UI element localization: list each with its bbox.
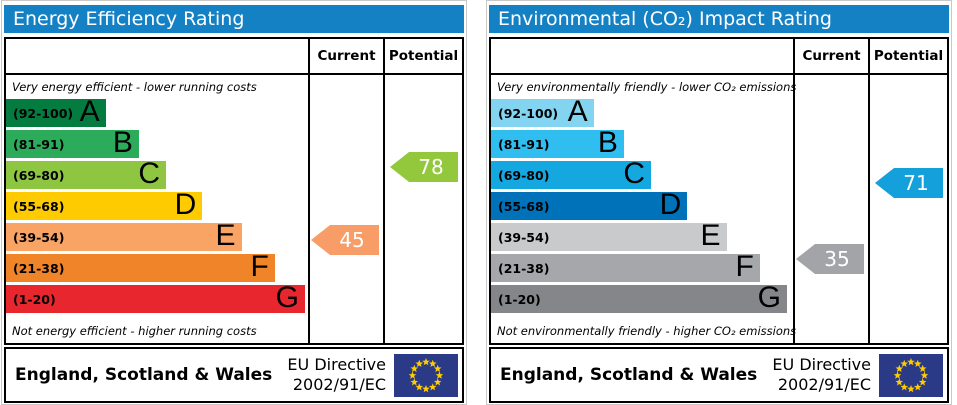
potential-arrow-area: 78 (385, 75, 462, 343)
band-row-f: (21-38) F (491, 250, 760, 283)
band-letter: G (757, 281, 781, 314)
band-range: (92-100) (13, 105, 74, 121)
region-label: England, Scotland & Wales (500, 365, 758, 385)
band-range: (81-91) (498, 136, 550, 152)
band-letter: F (735, 250, 754, 283)
band-letter: D (659, 188, 682, 221)
band-row-b: (81-91) B (6, 126, 139, 159)
band-row-d: (55-68) D (491, 188, 688, 221)
footer: England, Scotland & Wales EU Directive 2… (4, 347, 464, 403)
band-range: (69-80) (498, 167, 550, 183)
current-column: Current 45 (310, 39, 385, 343)
band-letter: D (174, 188, 197, 221)
band-row-e: (39-54) E (6, 219, 242, 252)
band-range: (81-91) (13, 136, 65, 152)
band-letter: G (275, 281, 299, 314)
potential-column: Potential 71 (870, 39, 947, 343)
bottom-caption: Not energy efficient - higher running co… (12, 324, 257, 338)
band-letter: F (250, 250, 269, 283)
bands-column: Very energy efficient - lower running co… (6, 39, 310, 343)
current-column: Current 35 (795, 39, 870, 343)
band-letter: E (215, 219, 236, 252)
band-range: (69-80) (13, 167, 65, 183)
band-range: (92-100) (498, 105, 559, 121)
band-row-d: (55-68) D (6, 188, 203, 221)
bands-area: Very energy efficient - lower running co… (6, 75, 308, 343)
band-row-a: (92-100) A (6, 95, 106, 128)
band-letter: B (597, 126, 618, 159)
current-column-header: Current (310, 39, 383, 75)
bands-column-header (6, 39, 308, 75)
bands-area: Very environmentally friendly - lower CO… (491, 75, 797, 343)
eu-directive-line2: 2002/91/EC (292, 375, 386, 394)
band-range: (1-20) (13, 291, 56, 307)
band-letter: A (79, 95, 100, 128)
region-label: England, Scotland & Wales (15, 365, 273, 385)
band-range: (1-20) (498, 291, 541, 307)
current-arrow-area: 45 (310, 75, 383, 343)
potential-column-header: Potential (870, 39, 947, 75)
band-letter: C (623, 157, 646, 190)
band-row-c: (69-80) C (491, 157, 652, 190)
footer: England, Scotland & Wales EU Directive 2… (489, 347, 949, 403)
top-caption: Very energy efficient - lower running co… (12, 80, 257, 94)
top-caption: Very environmentally friendly - lower CO… (497, 80, 797, 94)
panel-title-energy: Energy Efficiency Rating (4, 5, 464, 33)
energy-rating-table: Very energy efficient - lower running co… (4, 37, 464, 345)
energy-efficiency-panel: Energy Efficiency Rating Very energy eff… (1, 0, 467, 405)
band-row-f: (21-38) F (6, 250, 275, 283)
band-row-e: (39-54) E (491, 219, 727, 252)
band-row-b: (81-91) B (491, 126, 624, 159)
panel-title-co2: Environmental (CO₂) Impact Rating (489, 5, 949, 33)
potential-rating-arrow: 71 (875, 168, 943, 198)
potential-column-header: Potential (385, 39, 462, 75)
band-list: (92-100) A (81-91) B (69-80) C (55-68) D (39-54)… (6, 95, 308, 314)
eu-directive-text: EU Directive 2002/91/EC (287, 355, 386, 396)
eu-directive-line2: 2002/91/EC (777, 375, 871, 394)
band-letter: C (138, 157, 161, 190)
band-row-g: (1-20) G (491, 281, 787, 314)
eu-directive-line1: EU Directive (287, 354, 386, 374)
band-range: (21-38) (498, 260, 550, 276)
band-letter: A (567, 95, 588, 128)
band-range: (55-68) (13, 198, 65, 214)
band-range: (55-68) (498, 198, 550, 214)
co2-impact-panel: Environmental (CO₂) Impact Rating Very e… (486, 0, 952, 405)
potential-rating-arrow: 78 (390, 152, 458, 182)
bands-column: Very environmentally friendly - lower CO… (491, 39, 797, 343)
band-letter: E (700, 219, 721, 252)
current-rating-arrow: 45 (311, 225, 379, 255)
current-rating-arrow: 35 (796, 244, 864, 274)
band-range: (39-54) (13, 229, 65, 245)
current-column-header: Current (795, 39, 868, 75)
band-row-g: (1-20) G (6, 281, 305, 314)
current-arrow-area: 35 (795, 75, 868, 343)
band-row-c: (69-80) C (6, 157, 167, 190)
band-list: (92-100) A (81-91) B (69-80) C (55-68) D (39-54)… (491, 95, 793, 314)
eu-directive-text: EU Directive 2002/91/EC (772, 355, 871, 396)
band-range: (21-38) (13, 260, 65, 276)
eu-directive-line1: EU Directive (772, 354, 871, 374)
potential-column: Potential 78 (385, 39, 462, 343)
potential-arrow-area: 71 (870, 75, 947, 343)
eu-flag-icon (879, 353, 943, 397)
band-row-a: (92-100) A (491, 95, 594, 128)
band-range: (39-54) (498, 229, 550, 245)
band-letter: B (112, 126, 133, 159)
eu-flag-icon (394, 353, 458, 397)
bands-column-header (491, 39, 793, 75)
bottom-caption: Not environmentally friendly - higher CO… (497, 324, 797, 338)
co2-rating-table: Very environmentally friendly - lower CO… (489, 37, 949, 345)
